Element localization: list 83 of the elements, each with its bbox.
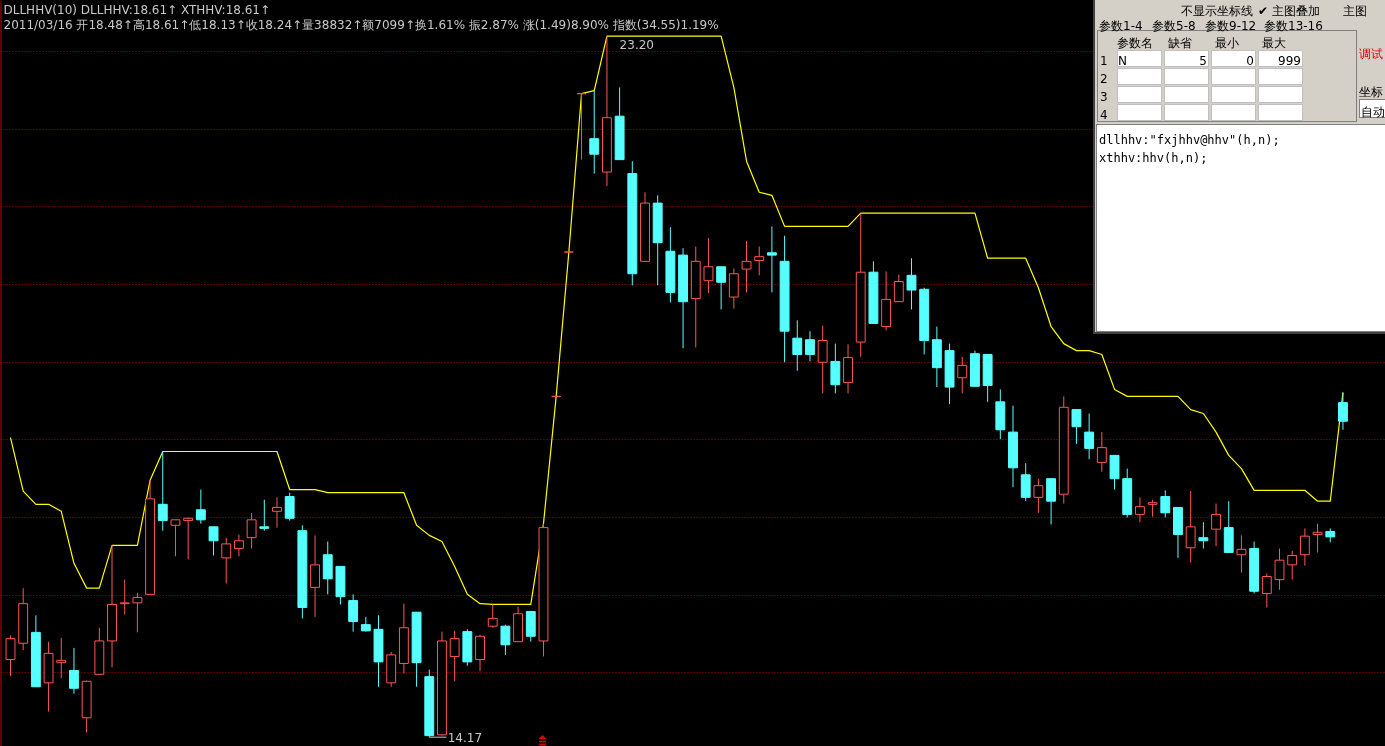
annotation: 参数9-12 [1205,19,1257,33]
candlestick [1020,462,1031,502]
candlestick [1261,572,1272,609]
candlestick [1033,478,1044,514]
candlestick [589,90,600,175]
candlestick [56,637,67,679]
annotation: 最小 [1215,36,1239,50]
annotation: 缺省 [1168,36,1192,50]
candlestick [183,517,194,560]
annotation: 参数1-4 [1099,19,1143,33]
annotation: 999 [1278,54,1301,68]
text: 2011/03/16 开18.48↑高18.61↑低18.13↑收18.24↑量38832↑额7099↑换1.61% 振2.87% 涨(1.49)8.90% 指数(34.55)1.19% [3,17,719,32]
annotation: 最大 [1262,36,1286,50]
annotation: xthhv:hhv(h,n); [1099,151,1208,165]
annotation: ✔ 主图叠加 [1258,4,1320,18]
candlestick [792,319,803,372]
candlestick [5,634,16,677]
candlestick [1299,527,1310,567]
annotation: 参数5-8 [1152,19,1196,33]
annotation: 23.20 [619,38,654,53]
candlestick [1185,490,1196,564]
annotation: dllhhv:"fxjhhv@hhv"(h,n); [1099,133,1280,147]
candlestick [1312,523,1323,553]
candlestick [1236,534,1247,574]
candlestick [893,274,904,303]
candlestick [754,246,765,276]
candlestick [500,624,511,656]
candlestick [1198,521,1209,550]
text: 调试 [1359,47,1383,61]
text: 坐标 [1359,85,1383,99]
candlestick [1287,550,1298,581]
candlestick [259,499,270,532]
candlestick [157,451,168,532]
annotation: N [1118,54,1127,68]
annotation: 2 [1100,72,1108,86]
candlestick [233,534,244,557]
candlestick [805,330,815,362]
annotation: 主图 [1343,4,1367,18]
annotation: 参数13-16 [1264,19,1323,33]
candlestick [1084,412,1095,460]
candlestick [1046,478,1057,525]
annotation: 1 [1100,54,1108,68]
annotation: 0 [1246,54,1254,68]
candlestick [1109,454,1120,491]
candlestick [1071,409,1082,445]
candlestick [132,592,143,633]
candlestick [284,492,295,522]
candlestick [449,630,460,682]
candlestick [906,257,917,310]
annotation: 参数名 [1117,36,1153,50]
candlestick [703,237,714,294]
candlestick [728,267,739,310]
annotation: 5 [1199,54,1207,68]
candlestick [830,343,841,394]
candlestick [1096,431,1107,473]
candlestick [272,496,282,529]
candlestick [1274,548,1285,591]
candlestick [246,512,257,550]
candlestick [119,579,130,616]
candlestick [1134,496,1145,523]
candlestick [1160,489,1171,518]
candlestick [817,325,828,394]
candlestick [1211,503,1221,547]
candlestick [766,225,777,293]
annotation: 不显示坐标线 [1181,4,1253,18]
candlestick [716,266,727,310]
annotation: 3 [1100,90,1108,104]
candlestick [957,356,968,394]
candlestick [487,603,498,629]
chart-title: DLLHHV(10) DLLHHV:18.61↑ XTHHV:18.61↑ [3,2,271,17]
candlestick [208,526,219,557]
candlestick [741,240,752,293]
candlestick [69,647,79,695]
text: 自动 [1361,105,1385,119]
candlestick [221,537,232,584]
candlestick [348,593,359,633]
annotation: 14.17 [447,730,483,745]
candlestick [170,519,181,557]
candlestick [310,534,320,618]
annotation: 4 [1100,108,1108,122]
candlestick [1338,392,1348,431]
candlestick [195,489,206,525]
candlestick [475,634,485,672]
